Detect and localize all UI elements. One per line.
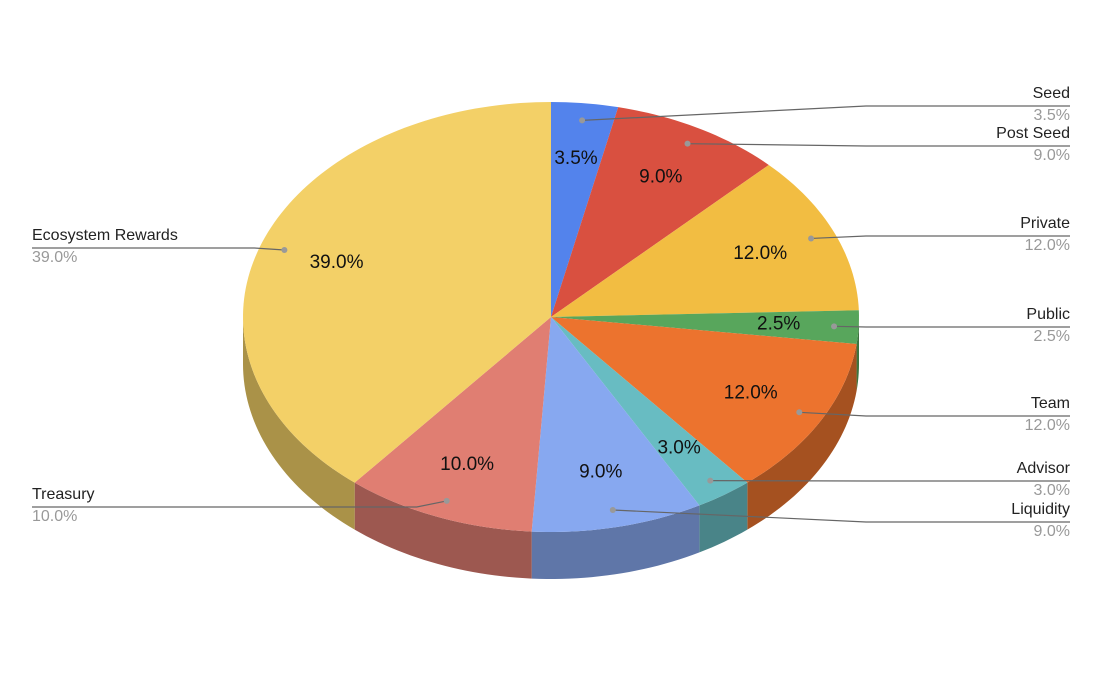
leader-dot <box>579 117 586 124</box>
leader-dot <box>281 246 288 253</box>
slice <box>531 317 700 532</box>
legend-value: 3.5% <box>1034 107 1070 124</box>
legend-label: Seed <box>1033 85 1070 102</box>
legend-value: 39.0% <box>32 249 77 266</box>
slice-side <box>699 482 748 553</box>
legend-value: 12.0% <box>1025 237 1070 254</box>
leader-dot <box>808 235 815 242</box>
legend-value: 3.0% <box>1034 482 1070 499</box>
slice-label: 3.0% <box>657 438 700 459</box>
legend-value: 10.0% <box>32 508 77 525</box>
slice-label: 10.0% <box>440 454 494 475</box>
legend-label: Treasury <box>32 486 95 503</box>
legend-label: Post Seed <box>996 125 1070 142</box>
leader-line <box>799 411 1070 417</box>
slice <box>551 164 859 317</box>
leader-dot <box>831 323 838 330</box>
leader-dot <box>609 507 616 514</box>
legend-label: Public <box>1026 306 1070 323</box>
slice <box>551 317 857 483</box>
legend-value: 12.0% <box>1025 417 1070 434</box>
leader-line <box>811 235 1070 240</box>
legend-label: Liquidity <box>1011 501 1070 518</box>
leader-line <box>32 500 447 508</box>
slice-label: 39.0% <box>310 252 364 273</box>
slice-label: 2.5% <box>757 314 800 335</box>
leader-dot <box>684 140 691 147</box>
leader-line <box>32 247 285 251</box>
slice <box>243 102 552 483</box>
slice-label: 9.0% <box>579 461 622 482</box>
slice <box>551 102 619 317</box>
slice-side <box>747 343 857 530</box>
legend-value: 9.0% <box>1034 147 1070 164</box>
slice-label: 3.5% <box>554 148 597 169</box>
slice-side <box>243 317 355 530</box>
leader-dot <box>443 497 450 504</box>
legend-label: Ecosystem Rewards <box>32 227 178 244</box>
legend-label: Advisor <box>1017 460 1071 477</box>
slice-side <box>531 505 700 579</box>
legend-label: Team <box>1031 395 1070 412</box>
leader-line <box>582 105 1070 121</box>
slice <box>551 107 769 318</box>
slice <box>551 317 748 506</box>
legend-value: 2.5% <box>1034 328 1070 345</box>
slice <box>354 317 551 532</box>
slice <box>551 310 859 344</box>
slice-label: 12.0% <box>733 243 787 264</box>
slice-label: 12.0% <box>724 383 778 404</box>
leader-line <box>612 509 1070 523</box>
leader-dot <box>707 477 714 484</box>
leader-line <box>834 325 1070 328</box>
leader-line <box>687 143 1070 147</box>
slice-side <box>856 317 859 391</box>
legend-value: 9.0% <box>1034 523 1070 540</box>
slice-label: 9.0% <box>639 167 682 188</box>
legend-label: Private <box>1020 215 1070 232</box>
leader-dot <box>796 409 803 416</box>
